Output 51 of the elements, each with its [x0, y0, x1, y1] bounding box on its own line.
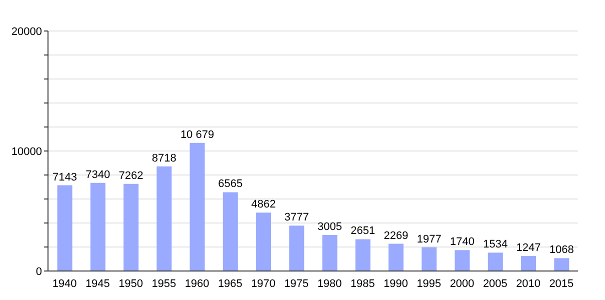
data-label: 1534	[483, 238, 508, 251]
bar	[57, 185, 72, 271]
y-tick-label: 20000	[11, 26, 42, 38]
y-tick-label: 10000	[11, 146, 42, 158]
bar	[124, 184, 139, 271]
x-tick-label: 2005	[482, 278, 508, 290]
data-label: 7143	[52, 171, 78, 184]
data-label: 10 679	[180, 128, 214, 141]
x-tick-label: 1960	[184, 278, 210, 290]
bar	[355, 239, 370, 271]
x-tick-label: 1950	[118, 278, 144, 290]
bar	[256, 212, 272, 271]
bar	[388, 244, 404, 271]
data-label: 6565	[218, 178, 243, 190]
data-label: 4862	[251, 198, 276, 211]
x-tick-label: 2015	[549, 278, 574, 290]
data-label: 8718	[152, 152, 176, 164]
bar	[554, 258, 570, 271]
x-tick-label: 2010	[516, 278, 541, 290]
bar	[454, 250, 470, 271]
data-label: 1977	[416, 233, 442, 246]
bar	[156, 166, 172, 271]
data-label: 2269	[384, 230, 408, 242]
x-tick-label: 2000	[450, 278, 474, 290]
bar	[289, 226, 304, 271]
data-label: 1068	[549, 244, 574, 256]
bar	[422, 247, 437, 271]
bar	[322, 234, 338, 271]
x-tick-label: 1975	[284, 278, 309, 290]
data-label: 3005	[318, 220, 342, 233]
x-tick-label: 1985	[350, 278, 375, 290]
x-tick-label: 1990	[384, 278, 408, 290]
bar	[190, 142, 205, 271]
bar	[488, 252, 503, 271]
data-label: 1247	[516, 242, 541, 254]
x-tick-label: 1945	[85, 278, 110, 290]
y-tick-label: 0	[36, 266, 42, 278]
data-label: 7340	[86, 168, 110, 181]
x-tick-label: 1965	[218, 278, 242, 290]
data-label: 3777	[284, 212, 309, 224]
bar	[90, 182, 106, 271]
x-tick-label: 1980	[317, 278, 342, 290]
data-label: 7262	[118, 170, 144, 182]
x-tick-label: 1970	[251, 278, 276, 290]
bar	[521, 256, 536, 271]
data-label: 2651	[350, 225, 376, 238]
bar	[222, 192, 238, 271]
x-tick-label: 1940	[52, 278, 77, 290]
x-tick-label: 1995	[416, 278, 442, 290]
data-label: 1740	[450, 236, 475, 248]
x-tick-label: 1955	[152, 278, 176, 290]
